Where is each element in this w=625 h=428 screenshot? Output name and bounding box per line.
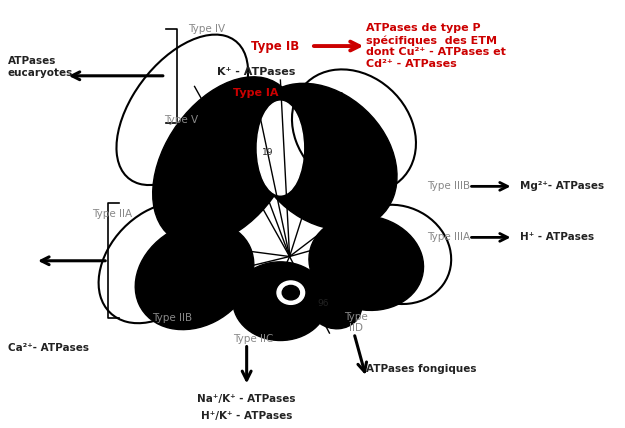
Ellipse shape [258,101,303,195]
Text: Type IIC: Type IIC [232,334,273,345]
Text: Mg²⁺- ATPases: Mg²⁺- ATPases [519,181,604,191]
Text: H⁺ - ATPases: H⁺ - ATPases [519,232,594,242]
Text: Na⁺/K⁺ - ATPases: Na⁺/K⁺ - ATPases [198,394,296,404]
Ellipse shape [233,262,328,341]
Text: H⁺/K⁺ - ATPases: H⁺/K⁺ - ATPases [201,411,292,421]
Ellipse shape [152,77,298,245]
Text: Type IIIB: Type IIIB [428,181,471,191]
Ellipse shape [135,222,254,330]
Text: Type IIA: Type IIA [92,209,132,219]
Ellipse shape [277,281,304,304]
Text: Type IV: Type IV [188,24,226,34]
Text: Type
IID: Type IID [344,312,367,333]
Ellipse shape [309,215,424,310]
Text: K⁺ - ATPases: K⁺ - ATPases [217,66,295,77]
Text: 19: 19 [262,148,274,157]
Text: Type IA: Type IA [233,88,279,98]
Text: ATPases de type P
spécifiques  des ETM
dont Cu²⁺ - ATPases et
Cd²⁺ - ATPases: ATPases de type P spécifiques des ETM do… [366,24,506,69]
Ellipse shape [282,285,299,300]
Text: Ca²⁺- ATPases: Ca²⁺- ATPases [8,343,89,353]
Text: Type V: Type V [164,116,198,125]
Text: Type IIB: Type IIB [152,313,192,323]
Text: ATPases fongiques: ATPases fongiques [366,364,477,374]
Ellipse shape [249,83,397,230]
Text: Type IIIA: Type IIIA [428,232,471,242]
Text: ATPases
eucaryotes: ATPases eucaryotes [8,56,72,78]
Text: Type IB: Type IB [251,39,299,53]
Ellipse shape [309,282,362,329]
Text: 96: 96 [318,299,329,308]
